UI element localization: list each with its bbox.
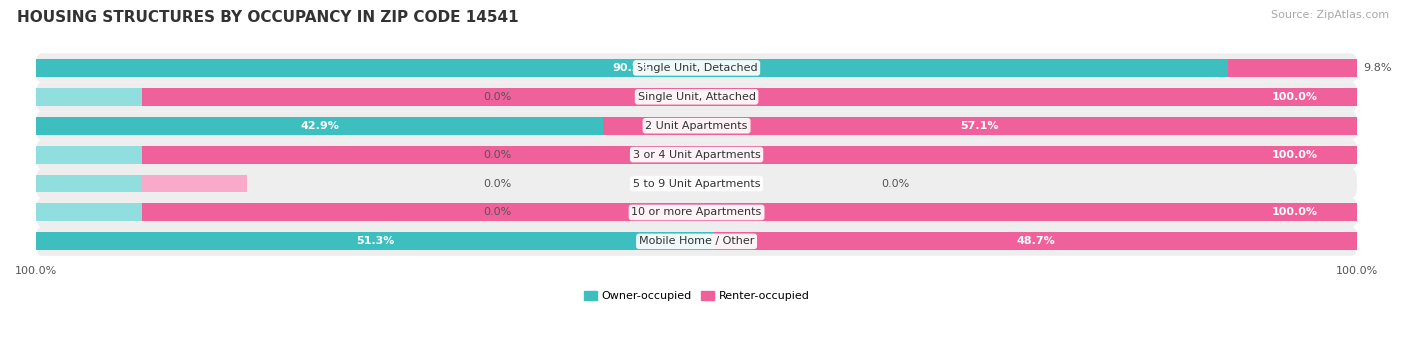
Bar <box>37 233 714 250</box>
Bar <box>603 117 1357 135</box>
Text: Source: ZipAtlas.com: Source: ZipAtlas.com <box>1271 10 1389 20</box>
Text: 0.0%: 0.0% <box>484 92 512 102</box>
Text: Mobile Home / Other: Mobile Home / Other <box>638 236 754 246</box>
Text: 42.9%: 42.9% <box>299 121 339 131</box>
Bar <box>37 59 1227 77</box>
Text: 0.0%: 0.0% <box>882 179 910 189</box>
Bar <box>37 88 142 106</box>
Text: 51.3%: 51.3% <box>356 236 394 246</box>
Bar <box>37 117 603 135</box>
FancyBboxPatch shape <box>37 82 1357 111</box>
Text: HOUSING STRUCTURES BY OCCUPANCY IN ZIP CODE 14541: HOUSING STRUCTURES BY OCCUPANCY IN ZIP C… <box>17 10 519 25</box>
Bar <box>142 88 1406 106</box>
Text: 100.0%: 100.0% <box>1271 150 1317 160</box>
Bar <box>37 204 142 221</box>
Text: 10 or more Apartments: 10 or more Apartments <box>631 207 762 218</box>
Bar <box>142 146 1406 164</box>
Text: 0.0%: 0.0% <box>484 179 512 189</box>
Text: 100.0%: 100.0% <box>1271 92 1317 102</box>
Text: 100.0%: 100.0% <box>1271 207 1317 218</box>
Text: 90.2%: 90.2% <box>613 63 651 73</box>
FancyBboxPatch shape <box>37 169 1357 198</box>
Bar <box>142 175 247 193</box>
FancyBboxPatch shape <box>37 140 1357 169</box>
Text: 5 to 9 Unit Apartments: 5 to 9 Unit Apartments <box>633 179 761 189</box>
Text: 0.0%: 0.0% <box>484 207 512 218</box>
Text: 0.0%: 0.0% <box>484 150 512 160</box>
Bar <box>37 175 142 193</box>
Legend: Owner-occupied, Renter-occupied: Owner-occupied, Renter-occupied <box>583 291 810 301</box>
FancyBboxPatch shape <box>37 198 1357 227</box>
Text: 48.7%: 48.7% <box>1017 236 1054 246</box>
Bar <box>142 204 1406 221</box>
Text: 9.8%: 9.8% <box>1364 63 1392 73</box>
Text: 3 or 4 Unit Apartments: 3 or 4 Unit Apartments <box>633 150 761 160</box>
FancyBboxPatch shape <box>37 54 1357 82</box>
Text: 2 Unit Apartments: 2 Unit Apartments <box>645 121 748 131</box>
Text: 57.1%: 57.1% <box>960 121 1000 131</box>
Bar <box>1227 59 1357 77</box>
FancyBboxPatch shape <box>37 111 1357 140</box>
Bar <box>37 146 142 164</box>
Text: Single Unit, Detached: Single Unit, Detached <box>636 63 758 73</box>
Text: Single Unit, Attached: Single Unit, Attached <box>637 92 755 102</box>
Bar <box>714 233 1357 250</box>
FancyBboxPatch shape <box>37 227 1357 256</box>
